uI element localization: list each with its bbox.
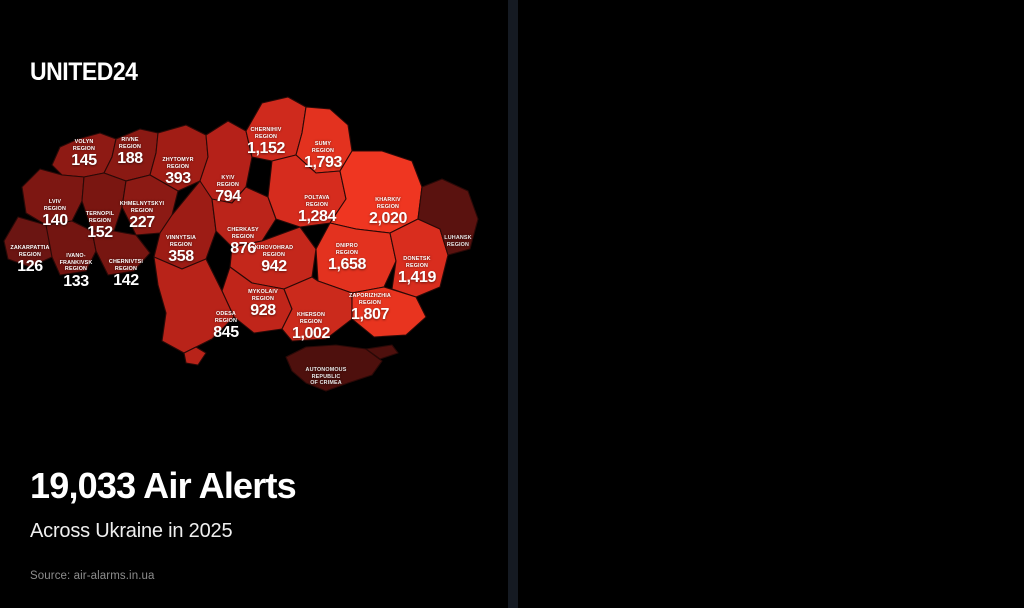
- map-regions: [3, 96, 479, 392]
- ukraine-map-svg: [3, 96, 479, 392]
- left-source-note: Source: air-alarms.in.ua: [30, 570, 155, 582]
- region-shape-luhansk: [417, 178, 479, 256]
- region-shape-crimea: [285, 344, 383, 392]
- left-summary: 19,033 Air Alerts Across Ukraine in 2025…: [30, 467, 480, 582]
- region-shape-dnipro: [315, 222, 397, 294]
- region-shape-rivne: [103, 128, 159, 182]
- right-panel: UNITED24: [518, 0, 1024, 608]
- region-shape-ivano-frankivsk: [45, 220, 97, 276]
- region-shape-chernivtsi: [91, 230, 151, 276]
- region-shape-odesa: [153, 256, 235, 354]
- ukraine-alerts-map: VOLYN REGION 145 RIVNE REGION 188 ZHYTOM…: [0, 95, 508, 425]
- air-alerts-headline: 19,033 Air Alerts: [30, 465, 297, 507]
- region-shape-crimea-tail: [365, 344, 399, 360]
- united24-logo-left: UNITED24: [30, 58, 138, 86]
- air-alerts-subhead: Across Ukraine in 2025: [30, 520, 233, 542]
- region-shape-donetsk: [389, 218, 449, 298]
- region-shape-lviv: [21, 168, 85, 226]
- region-shape-zaporizhzhia: [351, 286, 427, 338]
- region-shape-ternopil: [81, 172, 127, 232]
- region-shape-kherson: [281, 276, 353, 342]
- left-panel: UNITED24: [0, 0, 508, 608]
- region-shape-odesa-tail: [183, 346, 207, 366]
- panel-divider: [508, 0, 518, 608]
